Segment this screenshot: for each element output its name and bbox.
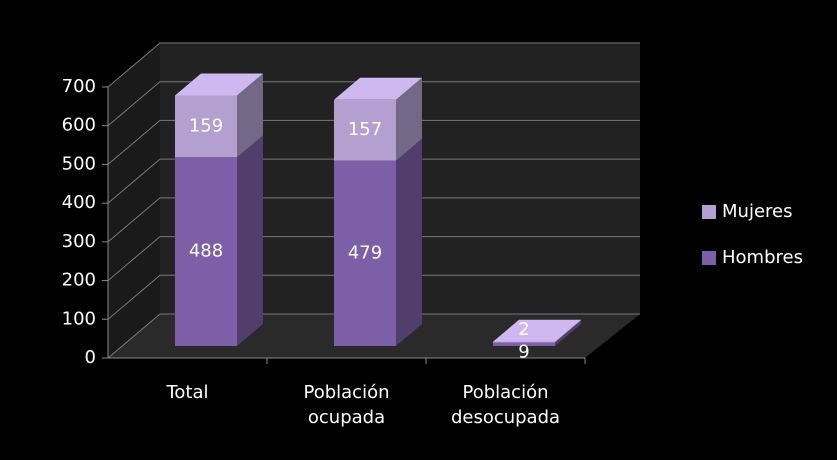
data-label: 2	[518, 319, 529, 340]
bar-segment	[175, 73, 263, 158]
legend-swatch	[702, 205, 716, 219]
y-tick-label: 600	[62, 115, 96, 136]
data-label: 157	[348, 119, 382, 140]
bar-side	[237, 135, 263, 346]
y-tick-label: 400	[62, 192, 96, 213]
data-label: 488	[189, 241, 223, 262]
legend-label: Hombres	[722, 247, 803, 268]
bar-side	[396, 77, 422, 161]
bar-top	[334, 77, 422, 100]
legend-swatch	[702, 251, 716, 265]
side-wall	[108, 43, 160, 358]
bar-front	[175, 157, 237, 346]
grid-line	[107, 274, 640, 320]
y-tick-label: 200	[62, 270, 96, 291]
x-tick-label: Total	[166, 382, 209, 403]
x-tick-label: Población desocupada	[450, 382, 561, 428]
bar-front	[493, 341, 555, 343]
y-tick-label: 300	[62, 231, 96, 252]
data-label: 9	[518, 341, 529, 362]
bar-side	[396, 138, 422, 346]
x-tick-label: Población ocupada	[303, 382, 390, 428]
data-label: 479	[348, 242, 382, 263]
y-tick-label: 500	[62, 153, 96, 174]
bar-front	[493, 342, 555, 346]
grid-line	[107, 42, 640, 88]
bar-top	[493, 319, 581, 342]
bar-segment	[493, 319, 581, 343]
bar-front	[175, 95, 237, 158]
grid-line	[107, 197, 640, 243]
grid-line	[107, 119, 640, 165]
bar-side	[555, 320, 581, 346]
bar-front	[334, 160, 396, 346]
bar-top	[175, 73, 263, 96]
bar-segment	[334, 138, 422, 346]
legend-label: Mujeres	[722, 201, 792, 222]
grid-line	[107, 81, 640, 127]
grid-line	[107, 158, 640, 204]
data-label: 159	[189, 115, 223, 136]
bar-segment	[334, 77, 422, 161]
y-tick-label: 100	[62, 308, 96, 329]
y-tick-label: 700	[62, 76, 96, 97]
y-tick-label: 0	[85, 347, 96, 368]
bar-side	[555, 319, 581, 343]
bar-front	[334, 99, 396, 161]
bar-side	[237, 73, 263, 158]
grid-line	[107, 313, 640, 359]
grid-line	[107, 236, 640, 281]
